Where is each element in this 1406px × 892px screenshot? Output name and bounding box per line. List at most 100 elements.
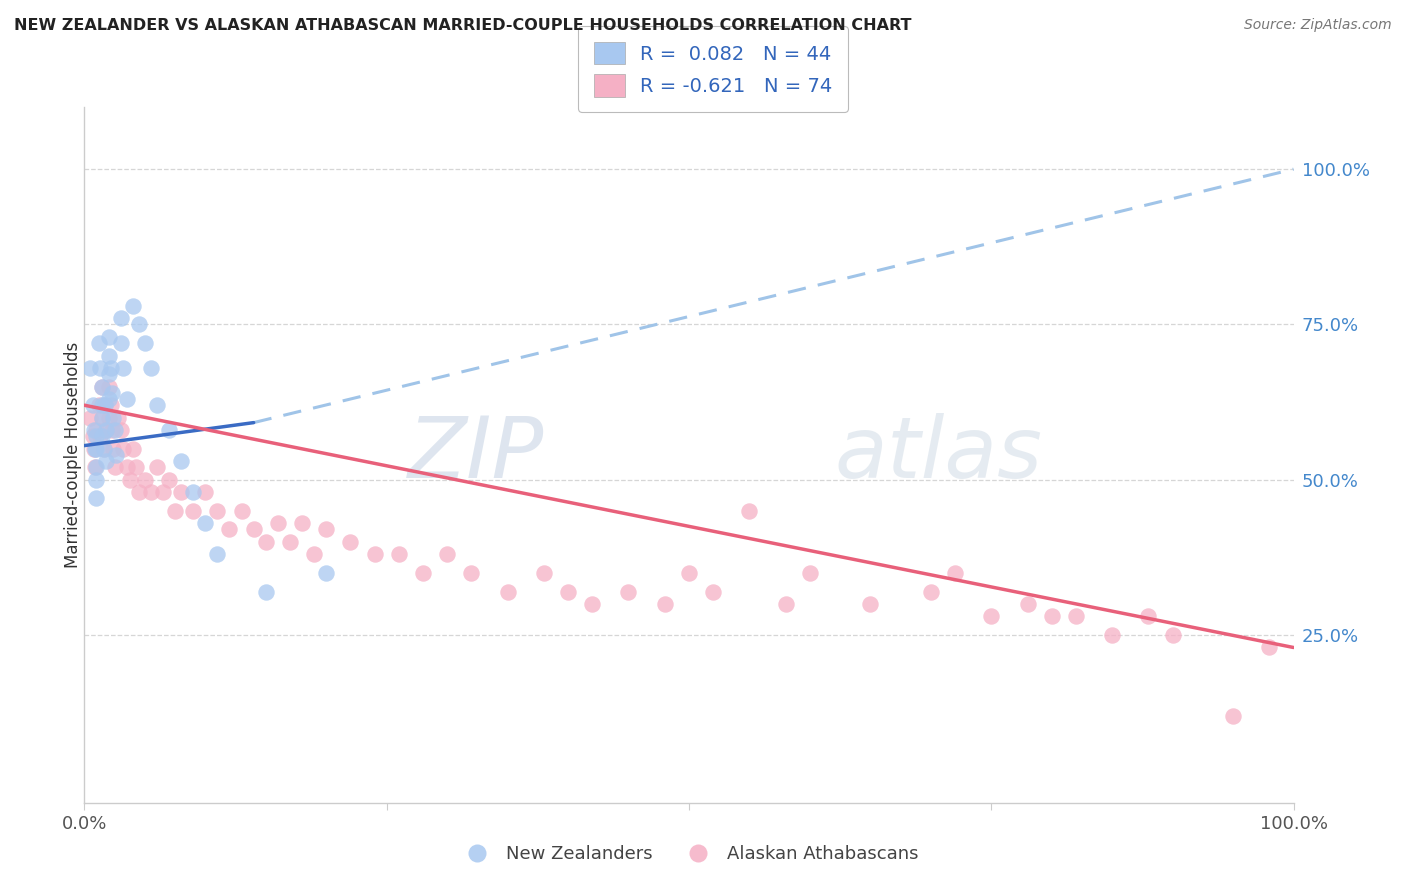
Point bbox=[134, 473, 156, 487]
Point bbox=[678, 566, 700, 580]
Point bbox=[104, 460, 127, 475]
Point bbox=[104, 423, 127, 437]
Point bbox=[94, 454, 117, 468]
Point bbox=[91, 429, 114, 443]
Point bbox=[152, 485, 174, 500]
Point bbox=[94, 398, 117, 412]
Point bbox=[943, 566, 966, 580]
Point bbox=[91, 379, 114, 393]
Point bbox=[120, 473, 142, 487]
Point bbox=[1017, 597, 1039, 611]
Point bbox=[207, 547, 229, 561]
Point bbox=[82, 398, 104, 412]
Point bbox=[859, 597, 882, 611]
Point bbox=[121, 442, 143, 456]
Point bbox=[194, 516, 217, 531]
Text: atlas: atlas bbox=[834, 413, 1042, 497]
Point bbox=[775, 597, 797, 611]
Point bbox=[799, 566, 821, 580]
Point bbox=[104, 448, 127, 462]
Point bbox=[97, 410, 120, 425]
Point bbox=[315, 566, 337, 580]
Point bbox=[91, 410, 114, 425]
Point bbox=[1161, 628, 1184, 642]
Point bbox=[94, 423, 117, 437]
Point bbox=[339, 534, 361, 549]
Point bbox=[315, 523, 337, 537]
Point bbox=[436, 547, 458, 561]
Legend: New Zealanders, Alaskan Athabascans: New Zealanders, Alaskan Athabascans bbox=[453, 838, 925, 871]
Point bbox=[165, 504, 187, 518]
Point bbox=[617, 584, 640, 599]
Point bbox=[91, 398, 114, 412]
Point bbox=[86, 442, 108, 456]
Point bbox=[93, 442, 115, 456]
Text: NEW ZEALANDER VS ALASKAN ATHABASCAN MARRIED-COUPLE HOUSEHOLDS CORRELATION CHART: NEW ZEALANDER VS ALASKAN ATHABASCAN MARR… bbox=[14, 18, 911, 33]
Point bbox=[94, 398, 117, 412]
Point bbox=[157, 473, 180, 487]
Point bbox=[121, 299, 143, 313]
Point bbox=[91, 379, 114, 393]
Point bbox=[91, 410, 114, 425]
Point bbox=[112, 360, 135, 375]
Point bbox=[267, 516, 290, 531]
Point bbox=[103, 442, 125, 456]
Point bbox=[278, 534, 301, 549]
Point bbox=[79, 360, 101, 375]
Point bbox=[86, 423, 108, 437]
Point bbox=[87, 336, 110, 351]
Point bbox=[134, 336, 156, 351]
Point bbox=[231, 504, 253, 518]
Point bbox=[110, 336, 132, 351]
Point bbox=[181, 485, 204, 500]
Point bbox=[110, 311, 132, 326]
Point bbox=[128, 318, 150, 332]
Point bbox=[101, 423, 124, 437]
Point bbox=[86, 473, 108, 487]
Point bbox=[100, 360, 122, 375]
Point bbox=[388, 547, 411, 561]
Point bbox=[654, 597, 676, 611]
Point bbox=[1064, 609, 1087, 624]
Point bbox=[702, 584, 724, 599]
Point bbox=[97, 379, 120, 393]
Point bbox=[87, 398, 110, 412]
Point bbox=[920, 584, 942, 599]
Point bbox=[1258, 640, 1281, 655]
Point bbox=[112, 442, 135, 456]
Point bbox=[103, 410, 125, 425]
Point bbox=[97, 330, 120, 344]
Point bbox=[557, 584, 579, 599]
Point bbox=[302, 547, 325, 561]
Point bbox=[254, 584, 277, 599]
Point bbox=[94, 423, 117, 437]
Point bbox=[97, 367, 120, 381]
Point bbox=[82, 429, 104, 443]
Point bbox=[980, 609, 1002, 624]
Point bbox=[1101, 628, 1123, 642]
Point bbox=[83, 423, 105, 437]
Point bbox=[1137, 609, 1160, 624]
Point bbox=[170, 454, 193, 468]
Point bbox=[110, 423, 132, 437]
Point bbox=[84, 442, 107, 456]
Point bbox=[139, 360, 162, 375]
Point bbox=[533, 566, 555, 580]
Point bbox=[93, 442, 115, 456]
Text: ZIP: ZIP bbox=[408, 413, 544, 497]
Point bbox=[100, 398, 122, 412]
Point bbox=[115, 392, 138, 406]
Point bbox=[738, 504, 761, 518]
Point bbox=[460, 566, 482, 580]
Point bbox=[291, 516, 314, 531]
Point bbox=[115, 460, 138, 475]
Point bbox=[412, 566, 434, 580]
Point bbox=[496, 584, 519, 599]
Point bbox=[86, 460, 108, 475]
Point bbox=[218, 523, 240, 537]
Point bbox=[146, 460, 169, 475]
Y-axis label: Married-couple Households: Married-couple Households bbox=[65, 342, 82, 568]
Text: Source: ZipAtlas.com: Source: ZipAtlas.com bbox=[1244, 18, 1392, 32]
Point bbox=[363, 547, 385, 561]
Point bbox=[170, 485, 193, 500]
